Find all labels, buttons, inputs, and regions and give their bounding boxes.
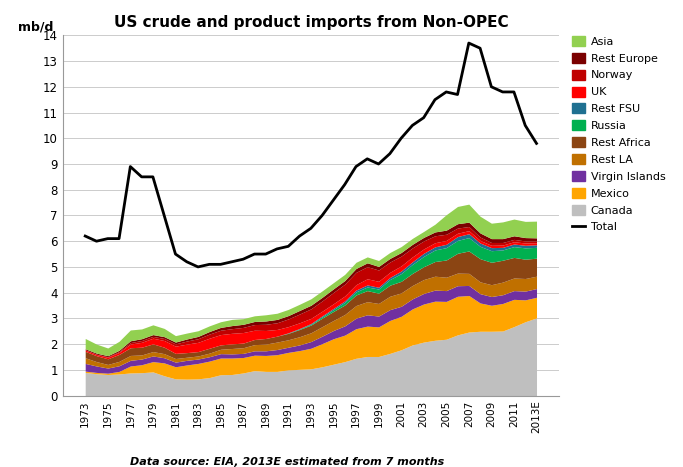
Legend: Asia, Rest Europe, Norway, UK, Rest FSU, Russia, Rest Africa, Rest LA, Virgin Is: Asia, Rest Europe, Norway, UK, Rest FSU,…	[570, 34, 668, 235]
Text: mb/d: mb/d	[18, 21, 53, 34]
Text: Data source: EIA, 2013E estimated from 7 months: Data source: EIA, 2013E estimated from 7…	[130, 457, 444, 467]
Title: US crude and product imports from Non-OPEC: US crude and product imports from Non-OP…	[113, 15, 508, 30]
